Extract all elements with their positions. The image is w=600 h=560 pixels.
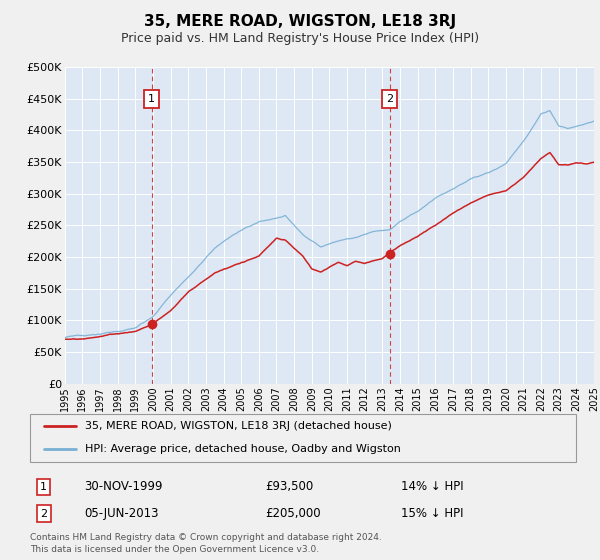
Text: 14% ↓ HPI: 14% ↓ HPI	[401, 480, 464, 493]
Text: 2: 2	[386, 94, 394, 104]
Text: 2: 2	[40, 509, 47, 519]
Text: 35, MERE ROAD, WIGSTON, LE18 3RJ: 35, MERE ROAD, WIGSTON, LE18 3RJ	[144, 14, 456, 29]
Text: £93,500: £93,500	[265, 480, 313, 493]
Text: £205,000: £205,000	[265, 507, 320, 520]
Text: 05-JUN-2013: 05-JUN-2013	[85, 507, 159, 520]
Text: 30-NOV-1999: 30-NOV-1999	[85, 480, 163, 493]
Text: 35, MERE ROAD, WIGSTON, LE18 3RJ (detached house): 35, MERE ROAD, WIGSTON, LE18 3RJ (detach…	[85, 421, 391, 431]
Text: 1: 1	[40, 482, 47, 492]
Text: Price paid vs. HM Land Registry's House Price Index (HPI): Price paid vs. HM Land Registry's House …	[121, 32, 479, 45]
Text: Contains HM Land Registry data © Crown copyright and database right 2024.: Contains HM Land Registry data © Crown c…	[30, 533, 382, 542]
Text: HPI: Average price, detached house, Oadby and Wigston: HPI: Average price, detached house, Oadb…	[85, 444, 400, 454]
Text: 15% ↓ HPI: 15% ↓ HPI	[401, 507, 464, 520]
Text: This data is licensed under the Open Government Licence v3.0.: This data is licensed under the Open Gov…	[30, 545, 319, 554]
Text: 1: 1	[148, 94, 155, 104]
